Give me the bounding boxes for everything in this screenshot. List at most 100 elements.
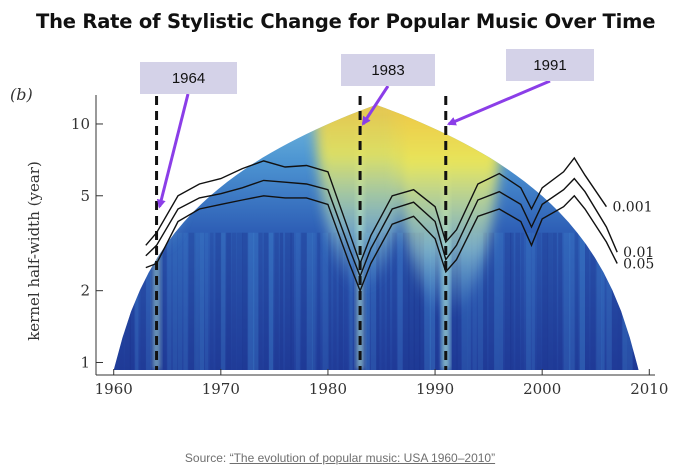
- heatmap-streak: [236, 232, 243, 370]
- heatmap-streak: [338, 232, 343, 370]
- contour-line: [145, 156, 607, 266]
- heatmap-streak: [574, 232, 579, 370]
- callout-1983-label: 1983: [371, 61, 405, 79]
- contour-label: 0.05: [623, 257, 654, 273]
- heatmap-streak: [161, 232, 167, 370]
- x-tick-label: 1960: [95, 380, 133, 398]
- heatmap-streak: [424, 232, 432, 370]
- heatmap-streak: [536, 232, 542, 370]
- heatmap-streak: [333, 232, 337, 370]
- heatmap-streak: [520, 232, 524, 370]
- heatmap-streak: [301, 232, 307, 370]
- y-tick-label: 1: [80, 353, 90, 371]
- x-tick-label: 1980: [309, 380, 347, 398]
- heatmap-streak: [542, 232, 549, 370]
- contour-label: 0.01: [623, 245, 654, 261]
- heatmap-streak: [408, 232, 415, 370]
- heatmap-streak: [252, 232, 259, 370]
- x-tick-label: 2010: [630, 380, 668, 398]
- heatmap-streak: [376, 232, 380, 370]
- heatmap-streak: [499, 232, 504, 370]
- heatmap-streak: [504, 232, 512, 370]
- heatmap-streak: [558, 232, 563, 370]
- heatmap-streak: [611, 232, 618, 370]
- callout-1983: 1983: [341, 54, 435, 86]
- heatmap-streak: [515, 232, 521, 370]
- heatmap-streak: [472, 232, 477, 370]
- x-tick-label: 2000: [523, 380, 561, 398]
- heatmap-streak: [418, 232, 424, 370]
- heatmap-streak: [204, 232, 209, 370]
- heatmap-streak: [349, 232, 353, 370]
- heatmap-streak: [119, 232, 124, 370]
- heatmap-streak: [263, 232, 269, 370]
- heatmap-streak: [113, 232, 119, 370]
- heatmap-streak: [585, 232, 590, 370]
- heatmap-streak: [402, 232, 410, 370]
- source-prefix: Source:: [184, 451, 227, 465]
- heatmap-streak: [327, 232, 332, 370]
- heatmap-streak: [167, 232, 172, 370]
- heatmap-streak: [606, 232, 612, 370]
- heatmap-streak: [531, 232, 535, 370]
- heatmap-streak: [579, 232, 586, 370]
- callout-1964: 1964: [140, 62, 237, 94]
- heatmap-streak: [397, 232, 403, 370]
- heatmap-streak: [381, 232, 385, 370]
- contour-line: [145, 194, 618, 293]
- heatmap-streak: [317, 232, 321, 370]
- heatmap-streak: [547, 232, 553, 370]
- panel-label: (b): [10, 85, 33, 104]
- callout-arrow: [156, 93, 190, 209]
- heatmap-streak: [563, 232, 571, 370]
- heatmap-streak: [483, 232, 487, 370]
- heatmap-streak: [322, 232, 329, 370]
- callout-arrow: [446, 79, 551, 126]
- heatmap-streak: [306, 232, 313, 370]
- axes: 1960 1970 1980 1990 2000 2010 1 2 5 10: [71, 95, 668, 398]
- y-tick-label: 5: [80, 187, 90, 205]
- callout-arrows: [156, 79, 551, 209]
- source-caption: Source: “The evolution of popular music:…: [0, 451, 680, 465]
- callout-arrow: [361, 85, 390, 126]
- heatmap-streak: [295, 232, 300, 370]
- heatmap-streak: [370, 232, 377, 370]
- heatmap-streak: [595, 232, 602, 370]
- heatmap-streak: [344, 232, 348, 370]
- heatmap-streak: [220, 232, 226, 370]
- y-tick-label: 10: [71, 115, 90, 133]
- heatmap-streak: [601, 232, 605, 370]
- heatmap-streak: [210, 232, 214, 370]
- heatmap-streak: [135, 232, 139, 370]
- heatmap-streak: [568, 232, 576, 370]
- heatmap-streak: [290, 232, 294, 370]
- heatmap-streak: [129, 232, 134, 370]
- heatmap-streak: [467, 232, 471, 370]
- heatmap-streak: [231, 232, 237, 370]
- heatmap-streak: [590, 232, 598, 370]
- callout-1991: 1991: [506, 49, 594, 81]
- y-tick-label: 2: [80, 282, 90, 300]
- heatmap-streak: [386, 232, 390, 370]
- heatmap-streak: [493, 232, 500, 370]
- source-link[interactable]: “The evolution of popular music: USA 196…: [229, 451, 496, 465]
- heatmap-streak: [617, 232, 622, 370]
- heatmap-chart: 0.001 0.010.05 1960 1970 1980 1990 2000 2010 1 2…: [10, 79, 668, 398]
- heatmap-streak: [199, 232, 205, 370]
- heatmap-streak: [477, 232, 483, 370]
- heatmap-streak: [279, 232, 284, 370]
- y-axis-label: kernel half-width (year): [25, 161, 43, 341]
- heatmap-streak: [177, 232, 183, 370]
- year-markers: [155, 96, 448, 370]
- callout-1991-label: 1991: [533, 56, 567, 74]
- heatmap-streak: [311, 232, 316, 370]
- heatmap-streak: [269, 232, 274, 370]
- heatmap-streak: [392, 232, 397, 370]
- heatmap-streak: [242, 232, 249, 370]
- significance-contours: 0.001 0.010.05: [145, 156, 654, 293]
- heatmap-streak: [258, 232, 263, 370]
- heatmap-peak: [122, 104, 195, 254]
- heatmap-streak: [488, 232, 495, 370]
- heatmap-streak: [247, 232, 255, 370]
- heatmap-streak: [226, 232, 231, 370]
